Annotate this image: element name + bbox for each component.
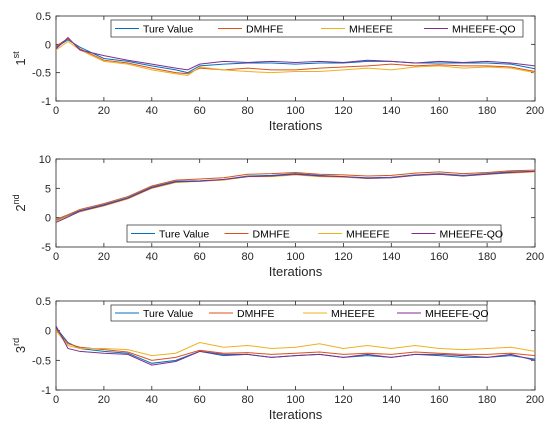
- legend: Ture Value DMHFE MHEEFE MHEEFE-QO: [110, 304, 489, 322]
- x-tick-label: 80: [241, 105, 253, 117]
- x-tick-label: 60: [194, 394, 206, 406]
- x-tick-label: 20: [98, 251, 110, 263]
- x-axis-label: Iterations: [269, 264, 323, 279]
- y-axis-label-sup: nd: [11, 194, 21, 204]
- x-tick-label: 160: [430, 251, 448, 263]
- x-tick-label: 140: [382, 251, 400, 263]
- series-line-2: [56, 38, 535, 75]
- x-tick-label: 0: [53, 251, 59, 263]
- legend-label: MHEEFE: [349, 24, 393, 36]
- series-line-4: [56, 170, 535, 223]
- x-tick-label: 40: [146, 251, 158, 263]
- legend-box: [110, 19, 524, 38]
- chart-panel-1: 0 20 40 60 80 100 120 140 160 180 200 -1 -0.5 0 0.5 Ite…: [11, 11, 544, 133]
- y-tick-label: -0.5: [32, 355, 51, 367]
- x-tick-label: 180: [478, 251, 496, 263]
- legend-label: MHEEFE-QO: [452, 24, 516, 36]
- legend-label: Ture Value: [159, 229, 209, 241]
- y-tick-label: 10: [39, 154, 51, 166]
- x-tick-label: 200: [526, 394, 544, 406]
- legend-label: MHEEFE: [346, 229, 390, 241]
- series-line-4: [56, 36, 535, 71]
- legend-label: DMHFE: [253, 229, 290, 241]
- legend-label: DMHFE: [246, 24, 283, 36]
- x-tick-label: 0: [53, 394, 59, 406]
- legend-label: DMHFE: [237, 308, 274, 320]
- y-tick-label: 5: [45, 183, 51, 195]
- x-tick-label: 40: [146, 105, 158, 117]
- y-tick-label: 0: [45, 326, 51, 338]
- x-tick-label: 180: [478, 394, 496, 406]
- y-tick-label: -1: [41, 385, 51, 397]
- y-axis-label-base: 1: [13, 58, 28, 65]
- series-line-3: [56, 40, 535, 77]
- x-tick-label: 40: [146, 394, 158, 406]
- legend: Ture Value DMHFE MHEEFE MHEEFE-QO: [126, 224, 504, 243]
- y-tick-label: -0.5: [32, 68, 51, 80]
- x-tick-label: 20: [98, 105, 110, 117]
- x-tick-label: 100: [286, 251, 304, 263]
- y-tick-label: -1: [41, 96, 51, 108]
- legend: Ture Value DMHFE MHEEFE MHEEFE-QO: [110, 19, 524, 38]
- series-line-1: [56, 39, 535, 74]
- y-tick-label: 0: [45, 213, 51, 225]
- legend-label: MHEEFE-QO: [425, 308, 489, 320]
- legend-label: MHEEFE-QO: [440, 229, 504, 241]
- x-tick-label: 0: [53, 105, 59, 117]
- chart-panel-2: 0 20 40 60 80 100 120 140 160 180 200-50510Iterati…: [11, 154, 544, 279]
- y-tick-label: -5: [41, 242, 51, 254]
- series-line-1: [56, 170, 535, 222]
- x-tick-label: 60: [194, 251, 206, 263]
- series-line-2: [56, 329, 535, 361]
- x-tick-label: 180: [478, 105, 496, 117]
- x-tick-label: 140: [382, 105, 400, 117]
- y-tick-label: 0.5: [36, 296, 51, 308]
- y-axis-label-sup: rd: [11, 338, 21, 346]
- x-tick-label: 160: [430, 105, 448, 117]
- x-tick-label: 100: [286, 394, 304, 406]
- y-axis-label: 1st: [11, 51, 28, 66]
- series-line-3: [56, 330, 535, 357]
- x-tick-label: 200: [526, 105, 544, 117]
- legend-label: Ture Value: [143, 24, 193, 36]
- legend-label: MHEEFE: [331, 308, 375, 320]
- series-line-4: [56, 325, 535, 366]
- y-tick-label: 0.5: [36, 11, 51, 23]
- x-axis-label: Iterations: [269, 407, 323, 422]
- legend-box: [126, 224, 502, 243]
- y-tick-label: 0: [45, 39, 51, 51]
- x-tick-label: 80: [241, 251, 253, 263]
- x-tick-label: 60: [194, 105, 206, 117]
- y-axis-label-base: 3: [13, 346, 28, 353]
- x-tick-label: 100: [286, 105, 304, 117]
- x-tick-label: 120: [334, 394, 352, 406]
- y-axis-label-base: 2: [13, 204, 28, 211]
- x-tick-label: 200: [526, 251, 544, 263]
- legend-label: Ture Value: [143, 308, 193, 320]
- x-tick-label: 160: [430, 394, 448, 406]
- x-tick-label: 80: [241, 394, 253, 406]
- y-axis-label: 2nd: [11, 194, 28, 211]
- x-tick-label: 120: [334, 105, 352, 117]
- y-axis-label-sup: st: [11, 51, 21, 59]
- x-tick-label: 140: [382, 394, 400, 406]
- chart-panel-3: 0 20 40 60 80 100 120 140 160 180 200 -1 -0.5 0 0.5 Ite…: [11, 296, 544, 422]
- y-axis-label: 3rd: [11, 338, 28, 353]
- legend-box: [110, 304, 488, 322]
- x-tick-label: 20: [98, 394, 110, 406]
- series-line-2: [56, 169, 535, 220]
- x-axis-label: Iterations: [269, 118, 323, 133]
- x-tick-label: 120: [334, 251, 352, 263]
